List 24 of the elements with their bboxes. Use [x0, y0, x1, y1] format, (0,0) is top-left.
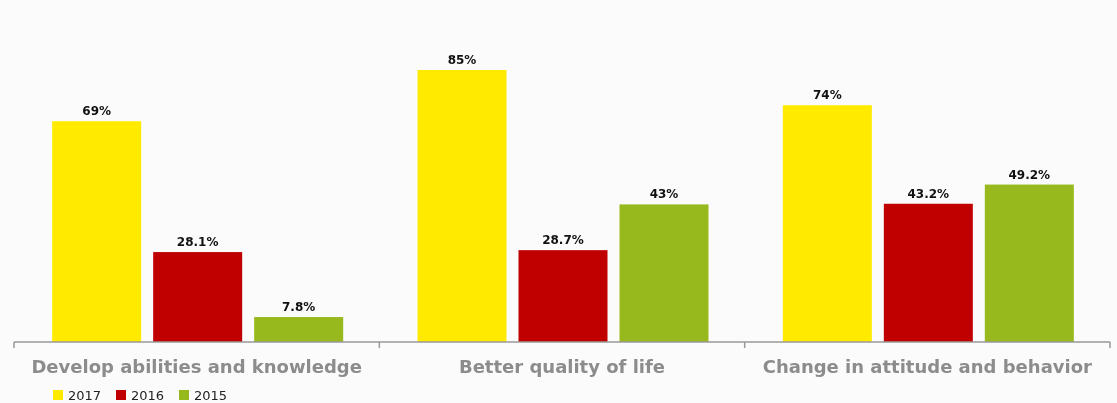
legend-label: 2016	[131, 388, 165, 403]
bar	[782, 105, 872, 342]
legend-label: 2017	[68, 388, 102, 403]
data-label: 28.7%	[542, 233, 584, 248]
x-tick-label: Develop abilities and knowledge	[31, 356, 362, 377]
data-label: 49.2%	[1008, 167, 1051, 182]
data-label: 69%	[82, 104, 112, 119]
data-label: 28.1%	[176, 235, 219, 250]
legend-label: 2015	[194, 388, 228, 403]
bar	[619, 204, 709, 342]
data-label: 7.8%	[282, 300, 316, 315]
data-label: 43%	[649, 187, 679, 202]
bar	[883, 203, 973, 342]
data-label: 85%	[447, 53, 477, 67]
x-tick-label: Better quality of life	[458, 356, 666, 377]
x-tick-label: Change in attitude and behavior	[762, 356, 1093, 377]
bar	[254, 317, 344, 342]
bar	[417, 70, 507, 342]
bar	[518, 250, 608, 342]
data-label: 43.2%	[907, 186, 950, 201]
data-label: 74%	[812, 88, 842, 103]
bar	[153, 252, 243, 342]
bar	[52, 121, 142, 342]
bar	[984, 184, 1074, 342]
